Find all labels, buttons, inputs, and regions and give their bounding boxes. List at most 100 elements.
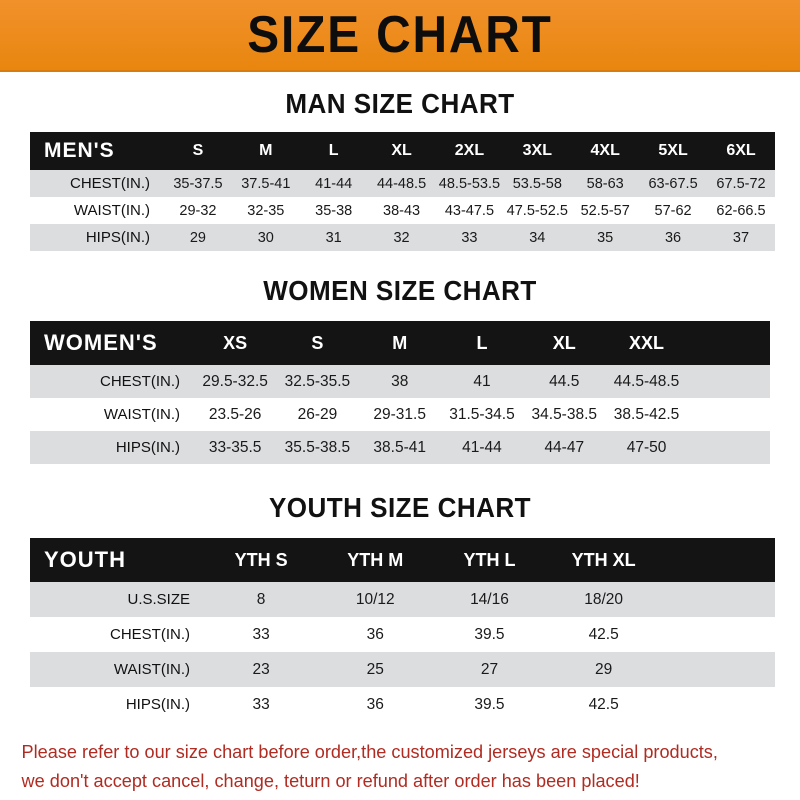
table-row: CHEST(IN.) 29.5-32.5 32.5-35.5 38 41 44.…	[30, 365, 770, 398]
men-cell-2-1: 30	[257, 229, 274, 246]
men-col-header-3: XL	[391, 142, 412, 159]
women-cell-2-1: 35.5-38.5	[284, 438, 351, 456]
men-cell-1-5: 47.5-52.5	[506, 202, 568, 219]
youth-col-header-1: YTH M	[347, 549, 404, 570]
men-col-header-6: 4XL	[590, 142, 620, 159]
women-cell-1-1: 26-29	[297, 405, 338, 423]
men-row-label-2: HIPS(IN.)	[85, 229, 150, 246]
table-row: CHEST(IN.) 33 36 39.5 42.5	[30, 617, 775, 652]
table-row: HIPS(IN.) 29 30 31 32 33 34 35 36 37	[30, 224, 775, 251]
women-row-label-2: HIPS(IN.)	[115, 439, 180, 456]
youth-cell-0-1: 10/12	[355, 590, 395, 608]
youth-row-filler-0	[661, 582, 775, 617]
men-cell-0-3: 44-48.5	[376, 175, 427, 192]
men-cell-0-0: 35-37.5	[173, 175, 223, 192]
women-cell-2-2: 38.5-41	[373, 438, 426, 456]
men-cell-0-1: 37.5-41	[241, 175, 291, 192]
men-cell-2-5: 34	[529, 229, 546, 246]
youth-row-label-3: HIPS(IN.)	[125, 696, 190, 713]
men-cell-1-1: 32-35	[247, 202, 285, 219]
women-cell-2-0: 33-35.5	[208, 438, 262, 456]
men-cell-2-4: 33	[461, 229, 478, 246]
women-header-row: WOMEN'S XS S M L XL XXL	[30, 321, 770, 365]
women-row-filler-0	[688, 365, 770, 398]
men-col-header-5: 3XL	[522, 142, 552, 159]
women-header-filler	[688, 321, 770, 365]
youth-cell-1-3: 42.5	[588, 625, 619, 643]
youth-cell-3-1: 36	[366, 695, 384, 713]
table-row: WAIST(IN.) 23.5-26 26-29 29-31.5 31.5-34…	[30, 398, 770, 431]
men-size-table: MEN'S S M L XL 2XL 3XL 4XL 5XL 6XL CHEST…	[30, 132, 775, 251]
men-cell-0-4: 48.5-53.5	[438, 175, 501, 192]
men-cell-1-8: 62-66.5	[716, 202, 766, 219]
youth-cell-3-2: 39.5	[474, 695, 505, 713]
women-col-header-0: XS	[223, 332, 248, 353]
women-row-label-header: WOMEN'S	[44, 330, 158, 355]
women-col-header-5: XXL	[629, 332, 665, 353]
men-header-row: MEN'S S M L XL 2XL 3XL 4XL 5XL 6XL	[30, 132, 775, 170]
women-size-section: WOMEN SIZE CHART WOMEN'S XS S M L XL XXL…	[0, 275, 800, 464]
youth-col-header-0: YTH S	[234, 549, 288, 570]
men-cell-1-2: 35-38	[315, 202, 353, 219]
women-cell-1-5: 38.5-42.5	[613, 405, 680, 423]
women-row-label-1: WAIST(IN.)	[103, 406, 180, 423]
men-cell-0-5: 53.5-58	[512, 175, 562, 192]
youth-row-filler-2	[661, 652, 775, 687]
women-table-head: WOMEN'S XS S M L XL XXL	[30, 321, 770, 365]
men-cell-0-7: 63-67.5	[648, 175, 698, 192]
page-banner: SIZE CHART	[0, 0, 800, 72]
men-cell-0-6: 58-63	[586, 175, 624, 192]
youth-table-body: U.S.SIZE 8 10/12 14/16 18/20 CHEST(IN.) …	[30, 582, 775, 722]
order-policy-note-line-2: we don't accept cancel, change, teturn o…	[21, 769, 640, 791]
men-row-label-header: MEN'S	[44, 139, 115, 162]
men-col-header-1: M	[259, 142, 273, 159]
men-size-section: MAN SIZE CHART MEN'S S M L XL 2XL 3XL 4X…	[0, 88, 800, 251]
women-col-header-2: M	[392, 332, 408, 353]
women-cell-0-3: 41	[473, 372, 491, 390]
men-cell-2-8: 37	[732, 229, 750, 246]
women-cell-2-3: 41-44	[462, 438, 502, 456]
youth-cell-2-0: 23	[252, 660, 270, 678]
men-cell-0-2: 41-44	[315, 175, 353, 192]
youth-cell-0-3: 18/20	[584, 590, 624, 608]
men-cell-1-0: 29-32	[179, 202, 217, 219]
women-row-filler-1	[688, 398, 770, 431]
women-cell-2-4: 44-47	[544, 438, 585, 456]
women-cell-0-0: 29.5-32.5	[202, 372, 268, 390]
page-title: SIZE CHART	[247, 6, 553, 64]
women-cell-0-5: 44.5-48.5	[613, 372, 680, 390]
youth-section-title: YOUTH SIZE CHART	[268, 492, 532, 523]
men-cell-1-3: 38-43	[383, 202, 421, 219]
youth-cell-0-0: 8	[256, 590, 266, 608]
youth-size-section: YOUTH SIZE CHART YOUTH YTH S YTH M YTH L…	[0, 492, 800, 722]
youth-row-label-2: WAIST(IN.)	[113, 661, 190, 678]
youth-col-header-3: YTH XL	[571, 549, 636, 570]
men-row-label-1: WAIST(IN.)	[73, 202, 150, 219]
women-cell-2-5: 47-50	[626, 438, 667, 456]
youth-cell-3-0: 33	[252, 695, 270, 713]
table-row: WAIST(IN.) 23 25 27 29	[30, 652, 775, 687]
youth-cell-2-2: 27	[480, 660, 499, 678]
men-section-title: MAN SIZE CHART	[285, 88, 515, 119]
women-cell-1-4: 34.5-38.5	[531, 405, 598, 423]
order-policy-note: Please refer to our size chart before or…	[0, 738, 784, 795]
women-cell-0-1: 32.5-35.5	[284, 372, 351, 390]
men-cell-2-2: 31	[325, 229, 342, 246]
youth-table-head: YOUTH YTH S YTH M YTH L YTH XL	[30, 538, 775, 582]
table-row: HIPS(IN.) 33 36 39.5 42.5	[30, 687, 775, 722]
women-row-filler-2	[688, 431, 770, 464]
men-col-header-2: L	[328, 142, 339, 159]
women-col-header-3: L	[476, 332, 488, 353]
men-cell-1-6: 52.5-57	[580, 202, 630, 219]
men-col-header-4: 2XL	[454, 142, 485, 159]
youth-col-header-2: YTH L	[463, 549, 516, 570]
youth-size-table: YOUTH YTH S YTH M YTH L YTH XL U.S.SIZE …	[30, 538, 775, 722]
women-size-table: WOMEN'S XS S M L XL XXL CHEST(IN.) 29.5-…	[30, 321, 770, 464]
men-cell-2-7: 36	[664, 229, 682, 246]
youth-row-label-0: U.S.SIZE	[127, 591, 190, 608]
order-policy-note-line-1: Please refer to our size chart before or…	[21, 741, 718, 762]
table-row: U.S.SIZE 8 10/12 14/16 18/20	[30, 582, 775, 617]
youth-row-filler-1	[661, 617, 775, 652]
men-table-head: MEN'S S M L XL 2XL 3XL 4XL 5XL 6XL	[30, 132, 775, 170]
youth-cell-3-3: 42.5	[588, 695, 619, 713]
